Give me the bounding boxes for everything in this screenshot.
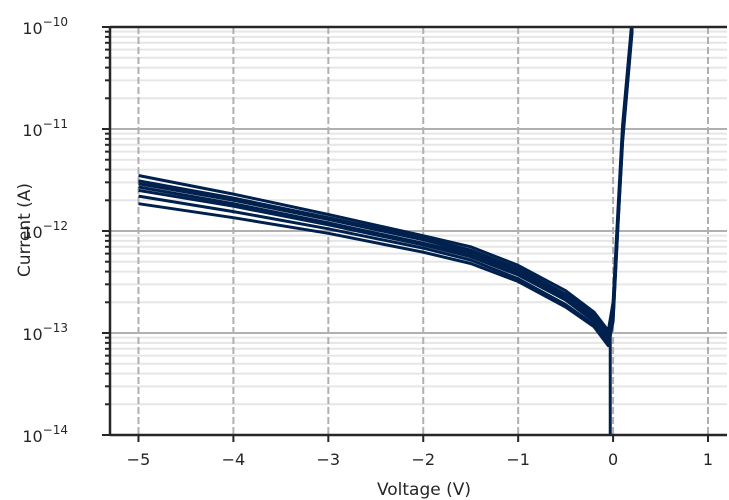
grid [110, 26, 727, 436]
x-axis-ticks: −5 −4 −3 −2 −1 0 1 [127, 435, 713, 469]
x-tick-label: −1 [506, 450, 530, 469]
y-axis-title: Current (A) [15, 183, 35, 277]
x-axis-title: Voltage (V) [377, 480, 471, 500]
data-series-7 [138, 31, 634, 348]
y-tick-label: 10−13 [22, 321, 68, 344]
y-tick-label: 10−11 [22, 117, 68, 140]
x-tick-label: −3 [317, 450, 341, 469]
x-tick-label: 0 [608, 450, 618, 469]
y-tick-label: 10−12 [22, 219, 68, 242]
data-series-group [0, 0, 729, 435]
y-axis-ticks: 10−14 10−13 10−12 10−11 10−10 [22, 15, 110, 446]
x-tick-label: −2 [411, 450, 435, 469]
x-tick-label: −5 [127, 450, 151, 469]
y-tick-label: 10−10 [22, 15, 68, 38]
y-tick-label: 10−14 [22, 423, 68, 446]
x-tick-label: −4 [222, 450, 246, 469]
x-tick-label: 1 [703, 450, 713, 469]
top-mask [0, 0, 729, 27]
